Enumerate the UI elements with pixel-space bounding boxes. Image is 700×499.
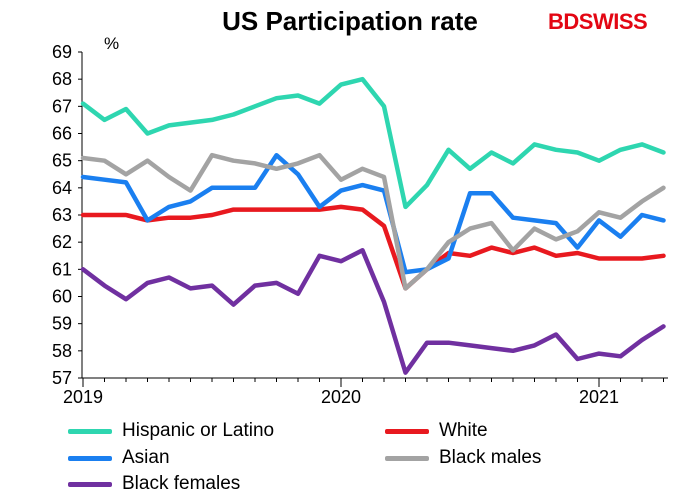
bdswiss-logo: BD SWISS: [548, 9, 648, 35]
logo-swiss-text: SWISS: [578, 9, 648, 34]
y-tick-label: 65: [52, 151, 72, 171]
chart-title: US Participation rate: [222, 6, 478, 36]
x-tick-label: 2020: [321, 387, 361, 407]
y-tick-label: 60: [52, 287, 72, 307]
y-tick-label: 68: [52, 69, 72, 89]
y-tick-label: 64: [52, 178, 72, 198]
y-tick-label: 66: [52, 124, 72, 144]
x-tick-label: 2019: [63, 387, 103, 407]
series-line-white: [80, 204, 666, 291]
series-line-black-males: [80, 152, 666, 291]
y-axis-unit-label: %: [104, 34, 119, 53]
y-tick-label: 63: [52, 205, 72, 225]
y-tick-label: 58: [52, 341, 72, 361]
y-tick-label: 69: [52, 42, 72, 62]
series-line-hispanic-or-latino: [80, 76, 666, 210]
y-tick-label: 57: [52, 368, 72, 388]
logo-bd-text: BD: [548, 9, 579, 34]
y-tick-label: 61: [52, 259, 72, 279]
x-tick-label: 2021: [579, 387, 619, 407]
series-line-black-females: [80, 248, 666, 375]
y-tick-label: 67: [52, 96, 72, 116]
y-tick-label: 59: [52, 314, 72, 334]
y-tick-label: 62: [52, 232, 72, 252]
